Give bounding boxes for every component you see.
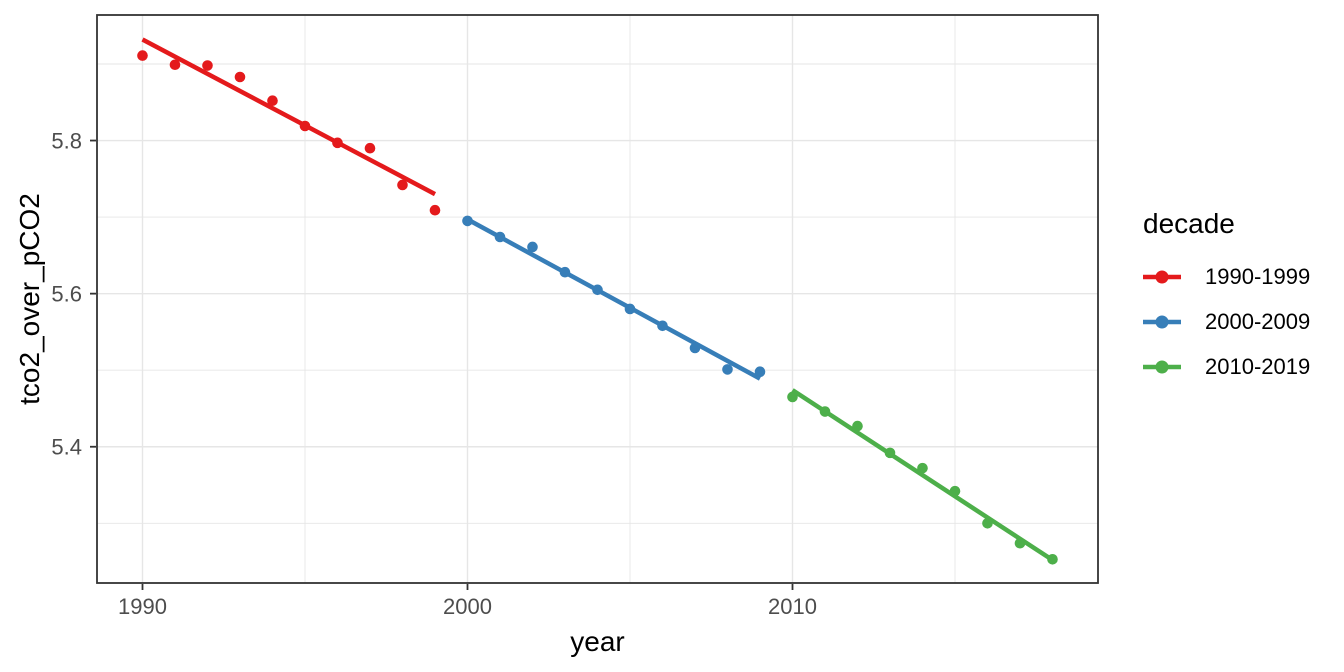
legend-item-label: 2010-2019 — [1205, 354, 1311, 379]
data-point — [494, 231, 506, 243]
data-point — [884, 447, 896, 459]
trend-line — [791, 388, 1054, 562]
data-point — [722, 364, 733, 375]
legend-key-point — [1155, 360, 1169, 374]
data-point — [982, 517, 993, 529]
data-point — [234, 71, 246, 83]
legend-item: 1990-1999 — [1143, 264, 1310, 290]
legend-item: 2010-2019 — [1143, 354, 1310, 380]
data-point — [657, 320, 668, 332]
trend-line — [466, 217, 762, 381]
legend-key-point — [1155, 270, 1169, 284]
legend-key-point — [1155, 315, 1169, 329]
data-point — [1047, 553, 1058, 565]
data-point — [624, 303, 636, 315]
x-axis-title: year — [570, 626, 625, 657]
data-point — [852, 420, 863, 432]
data-point — [1014, 537, 1026, 549]
y-tick-label: 5.6 — [51, 282, 82, 307]
data-point — [267, 95, 278, 107]
data-point — [299, 120, 311, 132]
data-point — [527, 241, 538, 253]
data-point — [332, 137, 343, 149]
legend-item: 2000-2009 — [1143, 309, 1310, 335]
data-point — [559, 266, 571, 278]
data-point — [462, 215, 473, 227]
legend-key-icon — [1143, 360, 1181, 374]
y-tick-label: 5.8 — [51, 129, 82, 154]
legend-item-label: 1990-1999 — [1205, 264, 1311, 289]
data-point — [592, 284, 603, 296]
x-tick-label: 1990 — [118, 594, 167, 619]
data-point — [787, 391, 798, 403]
data-point — [754, 366, 766, 378]
data-point — [819, 406, 831, 417]
legend-items: 1990-1999 2000-2009 2010-2019 — [1143, 264, 1310, 380]
data-point — [137, 50, 148, 61]
data-point — [917, 462, 928, 474]
data-point — [169, 59, 181, 71]
data-point — [397, 179, 408, 191]
x-tick-label: 2000 — [443, 594, 492, 619]
data-point — [949, 485, 961, 497]
y-tick-label: 5.4 — [51, 435, 82, 460]
data-point — [429, 204, 441, 216]
legend: decade 1990-1999 2000-2009 2010-2019 — [1143, 208, 1310, 380]
x-tick-label: 2010 — [768, 594, 817, 619]
legend-item-label: 2000-2009 — [1205, 309, 1311, 334]
legend-title: decade — [1143, 208, 1235, 239]
data-point — [364, 142, 376, 154]
panel-border — [96, 14, 1099, 584]
data-point — [689, 342, 701, 354]
trend-line — [141, 37, 437, 197]
legend-key-icon — [1143, 270, 1181, 284]
y-axis-title: tco2_over_pCO2 — [14, 193, 45, 405]
data-point — [202, 60, 213, 71]
legend-key-icon — [1143, 315, 1181, 329]
